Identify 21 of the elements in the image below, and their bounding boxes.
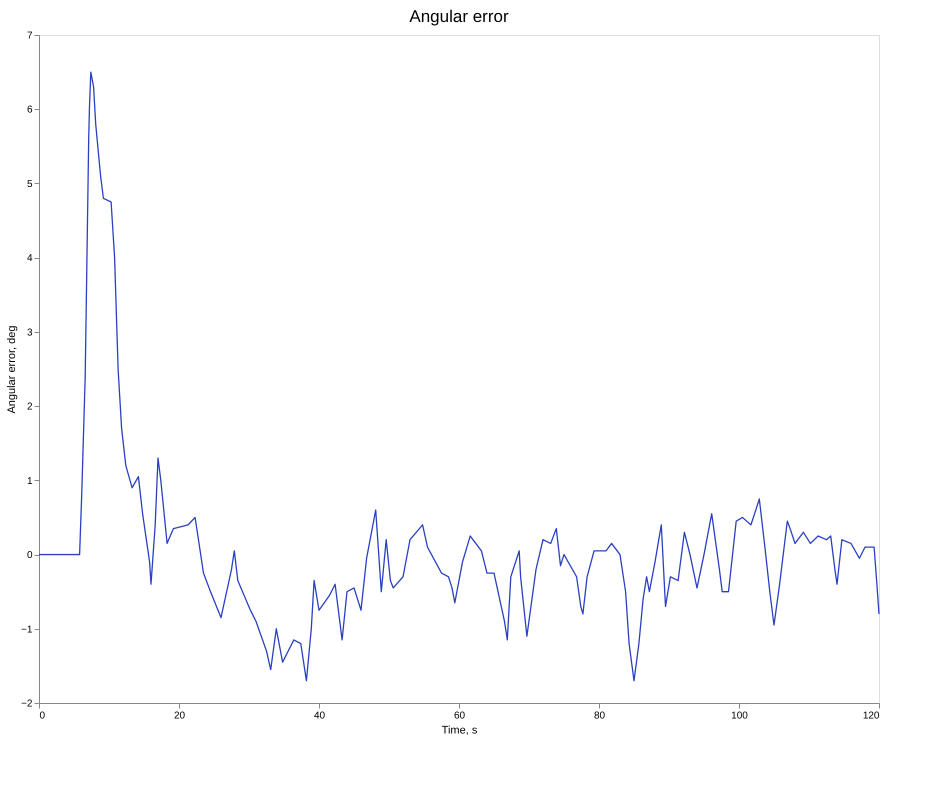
y-tick-label: 5 — [26, 178, 33, 190]
y-tick-label: −2 — [21, 698, 33, 710]
x-tick-label: 80 — [594, 710, 606, 722]
y-tick-label: 1 — [26, 476, 33, 487]
x-tick-label: 20 — [174, 710, 186, 722]
y-tick-label: 4 — [26, 253, 33, 264]
x-tick-label: 120 — [862, 710, 880, 722]
chart-title: Angular error — [409, 7, 509, 26]
y-tick-label: 0 — [26, 550, 33, 562]
x-tick-label: 100 — [731, 710, 748, 722]
y-tick-label: 2 — [26, 402, 33, 413]
y-axis-title: Angular error, deg — [6, 325, 18, 414]
y-tick-label: 7 — [26, 30, 33, 42]
x-tick-label: 60 — [454, 710, 466, 722]
y-tick-label: 6 — [26, 104, 33, 116]
x-axis-title: Time, s — [442, 724, 478, 736]
y-tick-label: −1 — [21, 624, 33, 636]
line-series — [38, 71, 880, 682]
x-tick-label: 40 — [314, 710, 326, 722]
y-tick-label: 3 — [26, 327, 33, 338]
x-tick-label: 0 — [40, 710, 46, 722]
